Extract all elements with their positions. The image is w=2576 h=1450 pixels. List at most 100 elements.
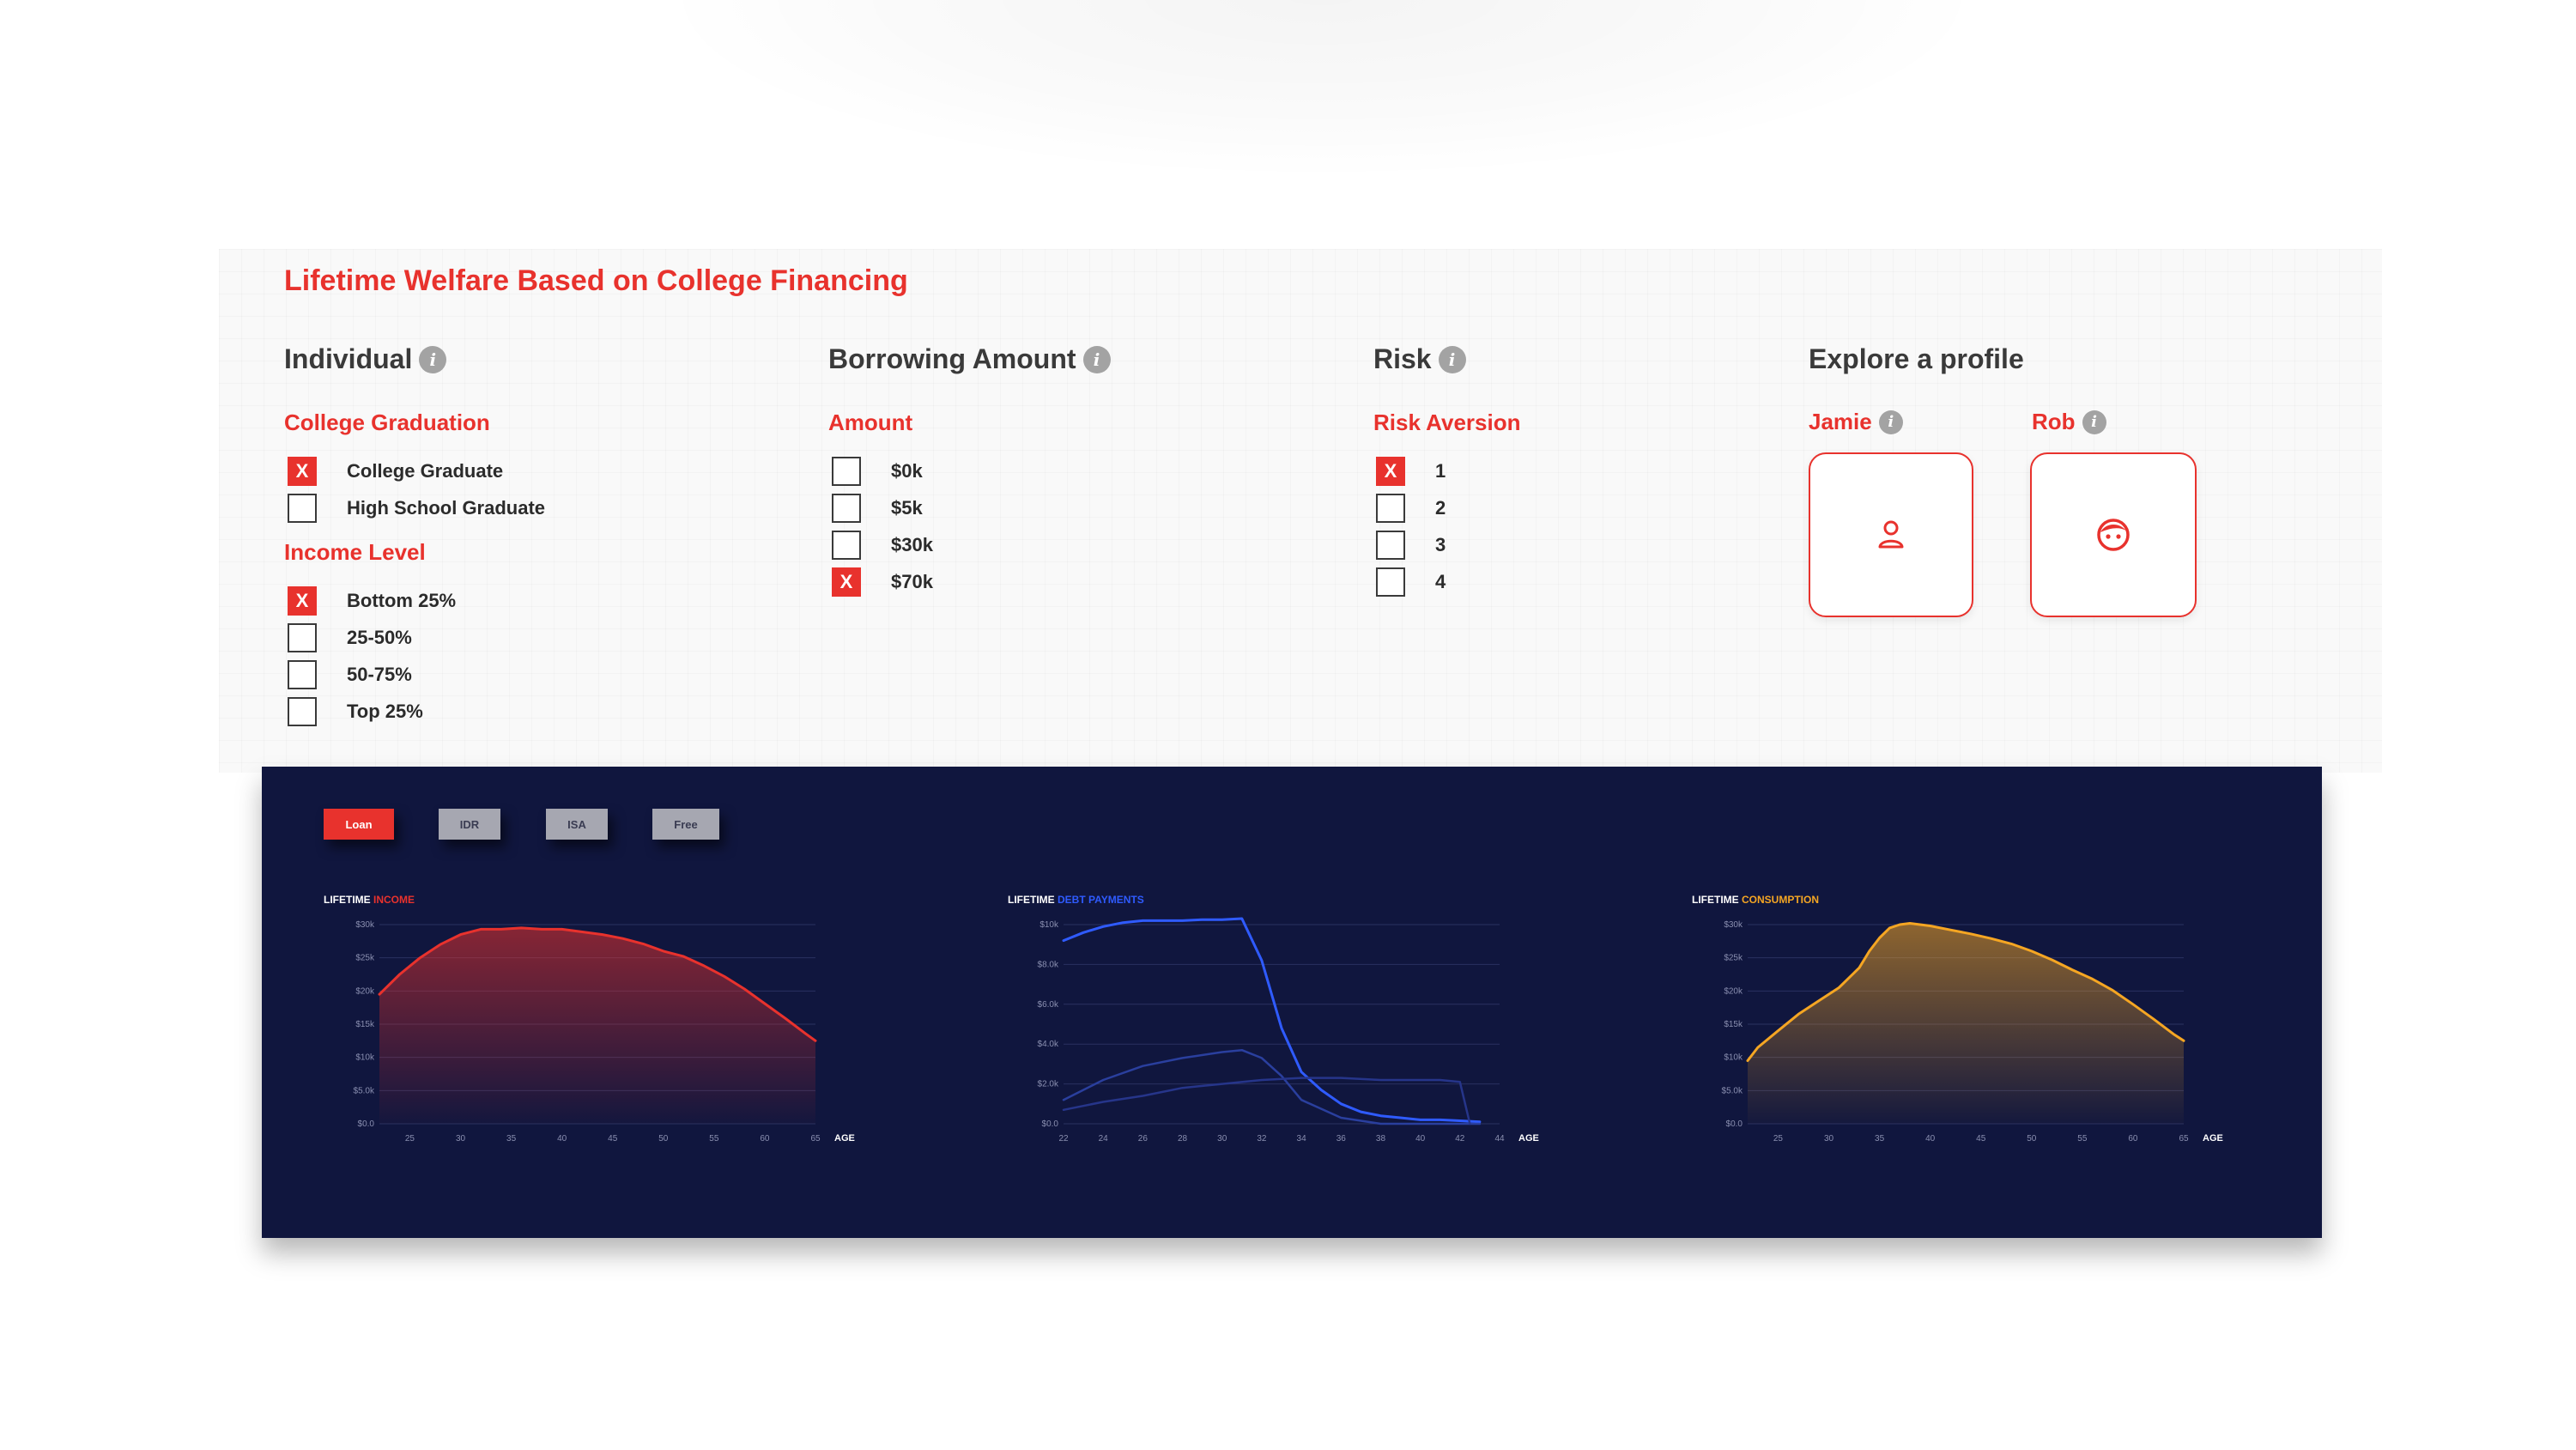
x-tick-label: 65 <box>810 1134 821 1144</box>
checkbox[interactable]: X <box>832 567 861 597</box>
checkbox[interactable]: X <box>288 586 317 616</box>
borrowing-heading-text: Borrowing Amount <box>828 343 1076 374</box>
x-tick-label: 38 <box>1376 1134 1386 1144</box>
amount-option-0k[interactable]: $0k <box>832 457 923 486</box>
y-tick-label: $5.0k <box>1722 1086 1743 1095</box>
risk-aversion-label: Risk Aversion <box>1373 410 1521 435</box>
income-option-top-25[interactable]: Top 25% <box>288 697 423 726</box>
results-dashboard: Loan IDR ISA Free LIFETIME INCOME LIFETI… <box>262 767 2322 1238</box>
y-tick-label: $10k <box>355 1053 375 1063</box>
x-tick-label: 25 <box>405 1134 415 1144</box>
profile-jamie-label: Jamie i <box>1809 409 1903 435</box>
option-label: 2 <box>1435 497 1446 519</box>
info-icon[interactable]: i <box>1878 410 1903 434</box>
checkbox[interactable] <box>1376 531 1405 560</box>
option-label: 1 <box>1435 460 1446 482</box>
option-label: 50-75% <box>347 664 412 685</box>
option-label: Top 25% <box>347 701 423 722</box>
x-tick-label: 35 <box>506 1134 517 1144</box>
page-title: Lifetime Welfare Based on College Financ… <box>284 264 908 297</box>
x-tick-label: 45 <box>608 1134 618 1144</box>
y-tick-label: $20k <box>1724 986 1743 996</box>
tab-loan[interactable]: Loan <box>324 809 394 840</box>
amount-option-5k[interactable]: $5k <box>832 494 923 523</box>
series-line-1 <box>1062 917 1482 1124</box>
option-label: $0k <box>891 460 923 482</box>
x-tick-label: 50 <box>2027 1134 2037 1144</box>
x-axis-label: AGE <box>834 1133 855 1144</box>
risk-option-4[interactable]: 4 <box>1376 567 1446 597</box>
option-label: $30k <box>891 534 933 555</box>
y-tick-label: $2.0k <box>1038 1080 1059 1089</box>
checkbox[interactable] <box>288 697 317 726</box>
risk-option-3[interactable]: 3 <box>1376 531 1446 560</box>
tab-isa[interactable]: ISA <box>546 809 608 840</box>
option-label: $5k <box>891 497 923 519</box>
debt-chart-title-prefix: LIFETIME <box>1008 894 1055 906</box>
x-tick-label: 30 <box>1217 1134 1227 1144</box>
y-tick-label: $0.0 <box>358 1119 375 1129</box>
profile-rob-name: Rob <box>2032 409 2076 434</box>
x-tick-label: 28 <box>1178 1134 1188 1144</box>
x-axis-label: AGE <box>1518 1133 1539 1144</box>
individual-heading: Individual i <box>284 343 447 375</box>
series-line-1 <box>1746 922 2185 1062</box>
x-tick-label: 42 <box>1455 1134 1465 1144</box>
y-tick-label: $15k <box>355 1020 375 1029</box>
consumption-chart-title: LIFETIME CONSUMPTION <box>1692 894 1819 906</box>
graduation-option-college-graduate[interactable]: X College Graduate <box>288 457 503 486</box>
graduation-option-high-school-graduate[interactable]: High School Graduate <box>288 494 545 523</box>
option-label: $70k <box>891 571 933 592</box>
x-tick-label: 25 <box>1773 1134 1784 1144</box>
info-icon[interactable]: i <box>2082 410 2106 434</box>
income-option-50-75[interactable]: 50-75% <box>288 660 412 689</box>
x-tick-label: 60 <box>760 1134 770 1144</box>
debt-chart-title-highlight: DEBT PAYMENTS <box>1058 894 1144 906</box>
y-tick-label: $0.0 <box>1726 1119 1743 1129</box>
y-tick-label: $10k <box>1039 920 1059 930</box>
x-tick-label: 60 <box>2128 1134 2138 1144</box>
y-tick-label: $8.0k <box>1038 960 1059 969</box>
checkbox[interactable] <box>288 623 317 652</box>
x-tick-label: 40 <box>1925 1134 1936 1144</box>
profile-card-rob[interactable] <box>2030 452 2197 617</box>
consumption-chart: $0.0 $5.0k $10k $15k $20k $25k $30k 25 30 35 40 45 5… <box>1722 920 2223 1144</box>
checkbox[interactable] <box>288 660 317 689</box>
checkbox[interactable]: X <box>1376 457 1405 486</box>
tab-free[interactable]: Free <box>652 809 719 840</box>
info-icon[interactable]: i <box>1438 345 1466 373</box>
option-label: 25-50% <box>347 627 412 648</box>
checkbox[interactable] <box>1376 494 1405 523</box>
option-label: College Graduate <box>347 460 504 482</box>
area-fill <box>379 927 815 1124</box>
checkbox[interactable] <box>832 531 861 560</box>
y-tick-label: $20k <box>355 986 375 996</box>
income-option-25-50[interactable]: 25-50% <box>288 623 412 652</box>
checkbox[interactable] <box>832 494 861 523</box>
checkbox[interactable] <box>832 457 861 486</box>
x-tick-label: 44 <box>1494 1134 1505 1144</box>
income-option-bottom-25[interactable]: X Bottom 25% <box>288 586 456 616</box>
amount-option-30k[interactable]: $30k <box>832 531 933 560</box>
option-label: 4 <box>1435 571 1446 592</box>
checkbox[interactable] <box>1376 567 1405 597</box>
income-chart-title-prefix: LIFETIME <box>324 894 371 906</box>
info-icon[interactable]: i <box>419 345 447 373</box>
y-tick-label: $5.0k <box>354 1086 375 1095</box>
income-level-label: Income Level <box>284 539 426 565</box>
risk-option-2[interactable]: 2 <box>1376 494 1446 523</box>
info-icon[interactable]: i <box>1082 345 1111 373</box>
tab-idr[interactable]: IDR <box>439 809 500 840</box>
checkbox[interactable] <box>288 494 317 523</box>
face-icon <box>2097 519 2130 551</box>
x-tick-label: 55 <box>709 1134 719 1144</box>
y-tick-label: $25k <box>355 954 375 963</box>
checkbox[interactable]: X <box>288 457 317 486</box>
x-tick-label: 32 <box>1257 1134 1267 1144</box>
series-line-2 <box>1062 1048 1482 1125</box>
income-chart-title: LIFETIME INCOME <box>324 894 415 906</box>
profile-card-jamie[interactable] <box>1809 452 1973 617</box>
amount-option-70k[interactable]: X $70k <box>832 567 933 597</box>
x-tick-label: 36 <box>1336 1134 1347 1144</box>
